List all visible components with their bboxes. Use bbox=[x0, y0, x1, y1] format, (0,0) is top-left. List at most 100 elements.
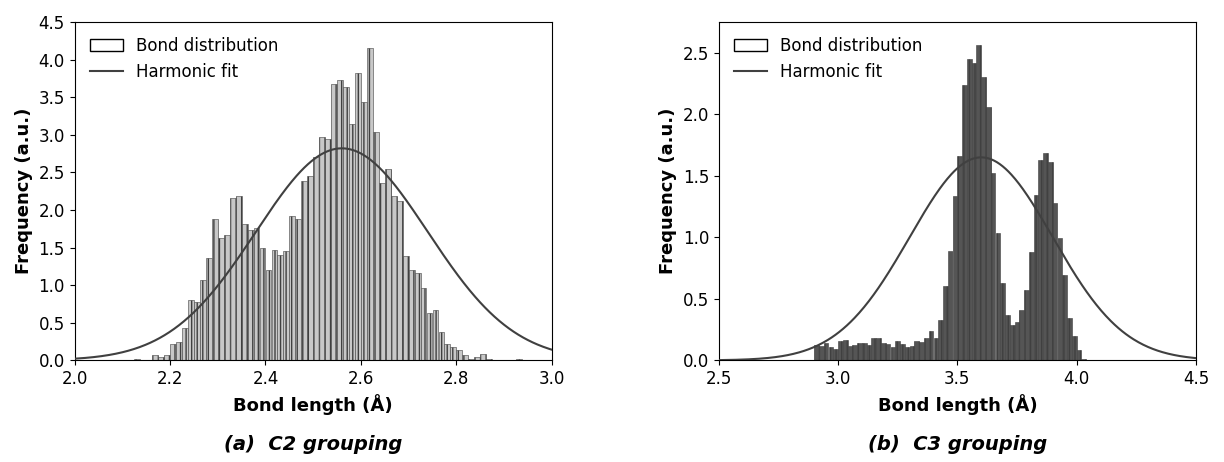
Bar bbox=[962, 85, 967, 360]
Bar bbox=[218, 238, 224, 360]
Bar bbox=[891, 347, 895, 360]
Bar bbox=[857, 343, 862, 360]
Bar bbox=[862, 343, 867, 360]
Bar bbox=[224, 235, 230, 360]
Bar bbox=[914, 341, 919, 360]
Bar bbox=[814, 345, 819, 360]
Bar bbox=[450, 347, 457, 360]
Bar bbox=[272, 249, 278, 360]
Bar bbox=[957, 156, 962, 360]
Bar bbox=[415, 273, 421, 360]
Bar bbox=[886, 344, 891, 360]
Bar bbox=[876, 338, 881, 360]
Bar bbox=[390, 196, 397, 360]
Bar bbox=[972, 62, 977, 360]
Y-axis label: Frequency (a.u.): Frequency (a.u.) bbox=[659, 108, 677, 274]
Bar bbox=[474, 357, 480, 360]
Bar bbox=[403, 256, 409, 360]
Legend: Bond distribution, Harmonic fit: Bond distribution, Harmonic fit bbox=[83, 30, 285, 88]
Bar bbox=[824, 343, 829, 360]
Bar bbox=[384, 169, 390, 360]
Bar bbox=[427, 313, 432, 360]
Bar bbox=[326, 139, 330, 360]
Bar bbox=[843, 340, 847, 360]
Bar bbox=[421, 288, 426, 360]
Bar bbox=[1082, 359, 1086, 360]
Bar bbox=[432, 310, 438, 360]
Bar bbox=[1024, 290, 1029, 360]
Legend: Bond distribution, Harmonic fit: Bond distribution, Harmonic fit bbox=[727, 30, 929, 88]
Bar bbox=[158, 357, 164, 360]
Bar bbox=[995, 233, 1000, 360]
Bar bbox=[1029, 252, 1033, 360]
Bar bbox=[193, 302, 200, 360]
Bar bbox=[319, 137, 326, 360]
Bar bbox=[253, 228, 259, 360]
Bar bbox=[313, 158, 319, 360]
Bar bbox=[852, 345, 857, 360]
Bar bbox=[373, 132, 378, 360]
Bar bbox=[355, 73, 361, 360]
Bar bbox=[1053, 203, 1058, 360]
Bar bbox=[952, 196, 957, 360]
Bar bbox=[1038, 159, 1043, 360]
Bar bbox=[1000, 283, 1005, 360]
Bar bbox=[1086, 359, 1091, 360]
Bar bbox=[834, 349, 838, 360]
Bar bbox=[987, 107, 990, 360]
Bar bbox=[1010, 325, 1015, 360]
Bar bbox=[266, 270, 272, 360]
Bar bbox=[517, 359, 521, 360]
Bar bbox=[284, 251, 289, 360]
Bar bbox=[947, 251, 952, 360]
Bar bbox=[1067, 318, 1072, 360]
Bar bbox=[1015, 322, 1020, 360]
Bar bbox=[829, 347, 834, 360]
Bar bbox=[152, 355, 158, 360]
Bar bbox=[361, 102, 367, 360]
Bar bbox=[135, 359, 141, 360]
Bar bbox=[838, 341, 843, 360]
Bar bbox=[919, 341, 924, 360]
X-axis label: Bond length (Å): Bond length (Å) bbox=[234, 394, 393, 414]
Bar bbox=[848, 346, 852, 360]
Bar bbox=[486, 359, 492, 360]
Bar bbox=[367, 49, 373, 360]
Bar bbox=[176, 342, 182, 360]
Bar bbox=[469, 359, 474, 360]
Bar bbox=[1058, 238, 1062, 360]
Text: (a)  C2 grouping: (a) C2 grouping bbox=[224, 435, 403, 454]
Bar bbox=[236, 196, 241, 360]
Bar bbox=[379, 182, 384, 360]
Bar bbox=[241, 225, 247, 360]
Bar bbox=[1062, 275, 1067, 360]
Bar bbox=[819, 346, 824, 360]
Bar bbox=[1043, 153, 1048, 360]
Bar bbox=[881, 343, 886, 360]
Bar bbox=[206, 258, 212, 360]
Bar bbox=[230, 198, 235, 360]
Bar bbox=[349, 124, 355, 360]
Bar bbox=[289, 216, 295, 360]
Bar bbox=[905, 347, 909, 360]
Bar bbox=[929, 331, 934, 360]
Bar bbox=[895, 341, 900, 360]
Bar bbox=[409, 270, 415, 360]
Bar bbox=[909, 346, 914, 360]
Bar bbox=[990, 174, 995, 360]
Bar bbox=[1048, 162, 1053, 360]
Bar bbox=[967, 59, 972, 360]
Bar bbox=[170, 344, 176, 360]
Bar bbox=[212, 219, 218, 360]
Bar bbox=[1005, 316, 1010, 360]
Bar bbox=[164, 355, 170, 360]
Bar bbox=[444, 344, 450, 360]
X-axis label: Bond length (Å): Bond length (Å) bbox=[878, 394, 1037, 414]
Bar bbox=[942, 286, 947, 360]
Bar bbox=[1077, 350, 1081, 360]
Bar bbox=[278, 255, 283, 360]
Bar bbox=[259, 248, 266, 360]
Bar bbox=[337, 80, 343, 360]
Bar bbox=[307, 176, 313, 360]
Bar bbox=[982, 77, 985, 360]
